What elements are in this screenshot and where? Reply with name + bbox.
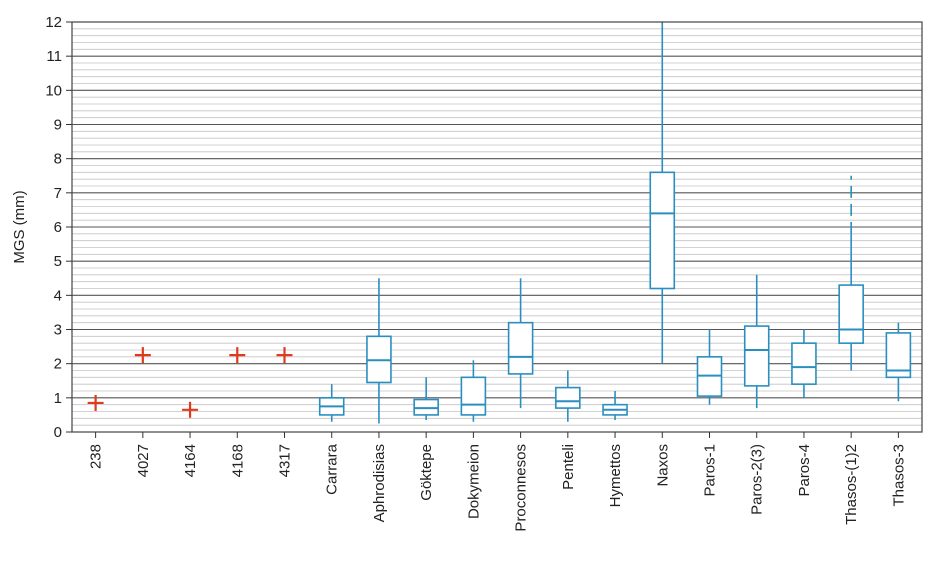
iqr-box xyxy=(791,342,817,385)
y-tick-label: 9 xyxy=(54,117,62,134)
box-carrara xyxy=(318,384,345,422)
category-label: 4317 xyxy=(277,444,294,477)
sample-marker xyxy=(134,347,151,364)
category-label: 4027 xyxy=(135,444,152,477)
category-label: Dokymeion xyxy=(465,444,482,519)
category-label: 4164 xyxy=(182,444,199,477)
iqr-box xyxy=(460,376,487,416)
box-thasos-1-2 xyxy=(838,175,864,371)
category-label: Proconnesos xyxy=(513,444,530,532)
category-label: Carrara xyxy=(324,443,341,495)
box-penteli xyxy=(555,370,581,422)
box-thasos-3 xyxy=(885,322,912,402)
box-dokymeion xyxy=(460,360,487,422)
category-label: Paros-4 xyxy=(796,444,813,497)
sample-marker xyxy=(229,347,246,364)
box-paros-1 xyxy=(696,329,723,405)
category-label: Göktepe xyxy=(418,444,435,501)
y-tick-label: 3 xyxy=(54,322,62,339)
y-tick-label: 10 xyxy=(45,82,62,99)
category-label: Hymettos xyxy=(607,444,624,507)
box-naxos xyxy=(649,22,676,364)
y-tick-label: 7 xyxy=(54,185,62,202)
y-tick-label: 11 xyxy=(46,48,62,65)
sample-marker xyxy=(87,394,104,411)
category-label: Penteli xyxy=(560,444,577,490)
y-tick-label: 1 xyxy=(54,390,62,407)
y-tick-label: 12 xyxy=(45,14,62,31)
y-tick-label: 6 xyxy=(54,219,62,236)
y-tick-label: 0 xyxy=(54,424,62,441)
sample-marker xyxy=(182,401,199,418)
box-proconnesos xyxy=(507,278,534,409)
iqr-box xyxy=(743,325,770,387)
category-label: Paros-1 xyxy=(702,444,719,497)
iqr-box xyxy=(507,321,534,375)
iqr-box xyxy=(838,284,864,344)
box-paros-2-3- xyxy=(743,274,770,409)
category-label: 4168 xyxy=(229,444,246,477)
box-g-ktepe xyxy=(413,377,439,421)
y-tick-label: 5 xyxy=(54,253,62,270)
category-label: Paros-2(3) xyxy=(749,444,766,515)
category-label: Aphrodisias xyxy=(371,444,388,522)
category-label: Thasos-3 xyxy=(890,444,907,507)
category-label: Naxos xyxy=(654,444,671,487)
sample-marker xyxy=(276,347,293,364)
iqr-box xyxy=(555,386,581,409)
box-hymettos xyxy=(602,391,628,421)
iqr-box xyxy=(649,171,676,290)
data-marks xyxy=(87,22,912,424)
y-tick-label: 2 xyxy=(54,356,62,373)
box-paros-4 xyxy=(791,329,817,398)
category-label: Thasos-(1)2 xyxy=(843,444,860,525)
y-tick-label: 8 xyxy=(54,151,62,168)
y-tick-label: 4 xyxy=(54,287,62,304)
y-axis-title: MGS (mm) xyxy=(11,190,28,263)
category-label: 238 xyxy=(88,444,105,469)
box-aphrodisias xyxy=(366,278,392,424)
